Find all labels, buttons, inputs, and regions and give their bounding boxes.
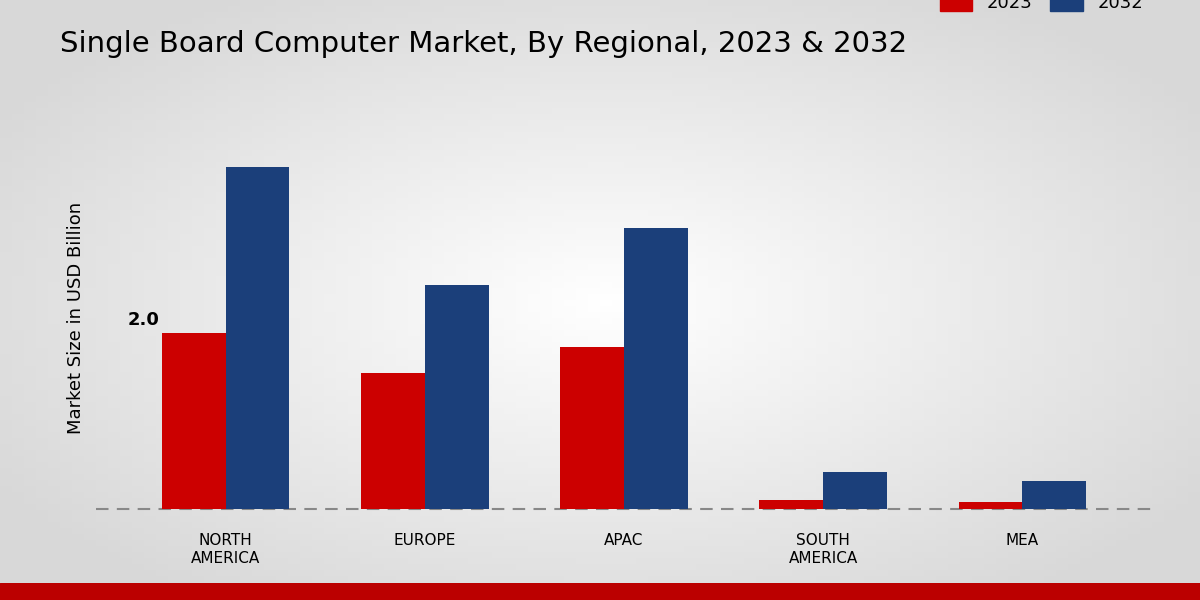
Bar xyxy=(823,472,887,509)
Y-axis label: Market Size in USD Billion: Market Size in USD Billion xyxy=(67,202,85,434)
Bar xyxy=(624,228,688,509)
Bar xyxy=(959,502,1022,509)
Bar xyxy=(425,285,488,509)
Text: Single Board Computer Market, By Regional, 2023 & 2032: Single Board Computer Market, By Regiona… xyxy=(60,30,907,58)
Bar xyxy=(1022,481,1086,509)
Bar xyxy=(760,500,823,509)
Bar xyxy=(361,373,425,509)
Bar xyxy=(162,334,226,509)
Bar xyxy=(226,167,289,509)
Legend: 2023, 2032: 2023, 2032 xyxy=(940,0,1142,12)
Text: 2.0: 2.0 xyxy=(128,311,160,329)
Bar xyxy=(560,347,624,509)
